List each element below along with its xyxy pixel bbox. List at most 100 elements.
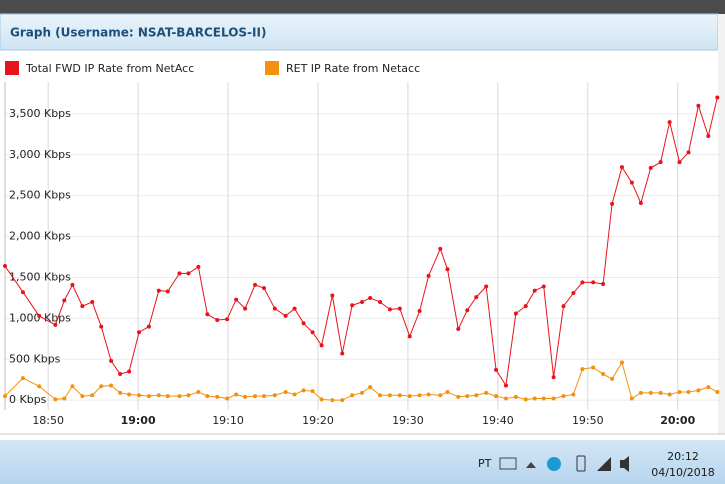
tray-arrow[interactable]: [526, 462, 536, 468]
data-point: [456, 394, 461, 399]
data-point: [292, 392, 297, 397]
data-point: [456, 327, 461, 332]
data-point: [177, 271, 182, 276]
data-point: [62, 396, 67, 401]
language: PT: [478, 457, 492, 470]
legend-swatch: [265, 61, 279, 75]
data-point: [350, 393, 355, 398]
data-point: [262, 286, 267, 291]
data-point: [283, 313, 288, 318]
data-point: [658, 160, 663, 165]
data-point: [667, 120, 672, 125]
data-point: [146, 324, 151, 329]
scrollbar: [718, 14, 725, 434]
y-tick-label: 3,000 Kbps: [9, 148, 71, 161]
data-point: [619, 165, 624, 170]
skype-icon[interactable]: [547, 457, 561, 471]
data-point: [503, 383, 508, 388]
data-point: [272, 393, 277, 398]
data-point: [532, 396, 537, 401]
data-point: [186, 393, 191, 398]
y-tick-label: 2,500 Kbps: [9, 189, 71, 202]
data-point: [215, 394, 220, 399]
clock-time[interactable]: 20:12: [667, 450, 699, 463]
data-point: [272, 306, 277, 311]
data-point: [417, 309, 422, 314]
data-point: [90, 393, 95, 398]
data-point: [484, 390, 489, 395]
battery-icon[interactable]: [576, 455, 586, 472]
data-point: [619, 360, 624, 365]
taskbar-bg: [0, 440, 725, 484]
data-point: [571, 291, 576, 296]
data-point: [715, 390, 720, 395]
data-point: [696, 103, 701, 108]
data-point: [686, 150, 691, 155]
data-point: [648, 165, 653, 170]
data-point: [648, 390, 653, 395]
data-point: [541, 396, 546, 401]
data-point: [127, 369, 132, 374]
data-point: [397, 306, 402, 311]
clock-date[interactable]: 04/10/2018: [651, 466, 714, 479]
x-tick-label: 19:00: [121, 414, 156, 427]
data-point: [234, 392, 239, 397]
data-point: [177, 394, 182, 399]
data-point: [601, 372, 606, 377]
legend-label: RET IP Rate from Netacc: [286, 62, 420, 75]
data-point: [118, 390, 123, 395]
data-point: [37, 384, 42, 389]
data-point: [438, 246, 443, 251]
series-line: [4, 97, 718, 387]
keyboard-icon[interactable]: [499, 457, 517, 470]
data-point: [360, 300, 365, 305]
network-icon[interactable]: [597, 457, 611, 471]
data-point: [571, 392, 576, 397]
data-point: [706, 133, 711, 138]
data-point: [243, 394, 248, 399]
data-point: [20, 290, 25, 295]
x-tick-label: 19:20: [302, 414, 334, 427]
data-point: [610, 201, 615, 206]
x-tick-label: 19:40: [482, 414, 514, 427]
legend-swatch: [5, 61, 19, 75]
y-tick-label: 1,000 Kbps: [9, 311, 71, 324]
y-tick-label: 500 Kbps: [9, 352, 61, 365]
data-point: [99, 384, 104, 389]
chart-title: Graph (Username: NSAT-BARCELOS-II): [10, 26, 266, 40]
data-point: [658, 390, 663, 395]
y-tick-label: 0 Kbps: [9, 393, 47, 406]
data-point: [350, 303, 355, 308]
data-point: [118, 372, 123, 377]
data-point: [225, 396, 230, 401]
data-point: [196, 390, 201, 395]
taskbar: PT 20:12 04/10/2018: [0, 440, 725, 484]
data-point: [156, 393, 161, 398]
data-point: [523, 397, 528, 402]
data-point: [301, 321, 306, 326]
data-point: [706, 385, 711, 390]
data-point: [387, 393, 392, 398]
data-point: [310, 389, 315, 394]
data-point: [62, 298, 67, 303]
y-tick-label: 2,000 Kbps: [9, 230, 71, 243]
data-point: [137, 330, 142, 335]
data-point: [330, 398, 335, 403]
data-point: [494, 367, 499, 372]
data-point: [465, 394, 470, 399]
data-point: [677, 390, 682, 395]
data-point: [474, 295, 479, 300]
data-point: [677, 160, 682, 165]
legend: Total FWD IP Rate from NetAcc RET IP Rate…: [5, 61, 420, 75]
data-point: [319, 343, 324, 348]
data-point: [503, 396, 508, 401]
data-point: [368, 295, 373, 300]
data-point: [551, 396, 556, 401]
data-point: [330, 293, 335, 298]
x-tick-label: 19:50: [572, 414, 604, 427]
volume-icon[interactable]: [620, 456, 629, 472]
data-point: [205, 394, 210, 399]
data-point: [417, 393, 422, 398]
panel-header: [0, 13, 719, 51]
